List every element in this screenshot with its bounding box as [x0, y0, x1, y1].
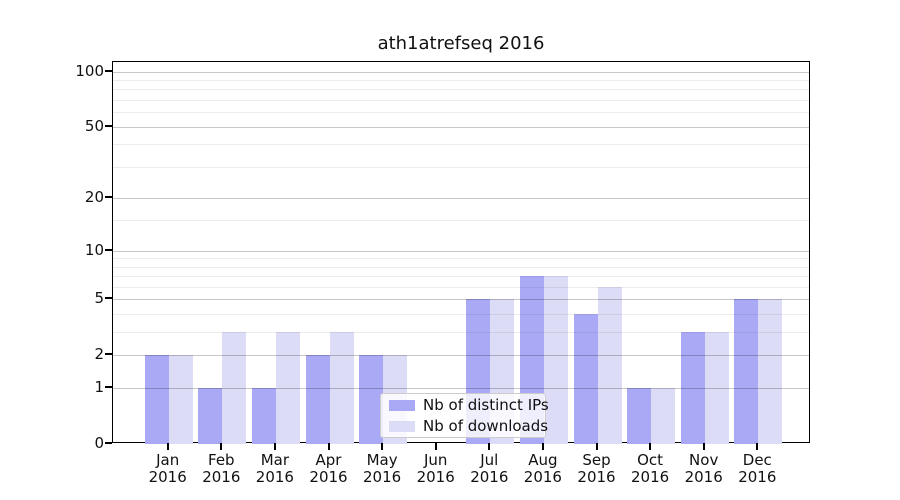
legend-swatch-distinct-ips	[389, 399, 415, 411]
y-tick-mark	[105, 386, 112, 389]
x-tick-label-mar: Mar 2016	[255, 451, 294, 486]
x-tick-mark	[702, 443, 705, 450]
bar-downloads-8	[543, 276, 568, 444]
legend-swatch-downloads	[389, 420, 415, 432]
grid-layer	[113, 62, 809, 442]
x-tick-mark	[327, 443, 330, 450]
legend-label-downloads: Nb of downloads	[423, 417, 549, 435]
x-tick-label-jan: Jan 2016	[148, 451, 187, 486]
plot-area: Nb of distinct IPs Nb of downloads	[112, 61, 810, 444]
x-tick-mark	[220, 443, 223, 450]
gridline-minor	[113, 276, 809, 278]
y-tick-mark	[105, 124, 112, 127]
bar-distinct-ips-2	[198, 388, 223, 444]
y-tick-mark	[105, 196, 112, 199]
bar-distinct-ips-3	[251, 388, 276, 444]
y-tick-label-10: 10	[84, 240, 104, 259]
gridline-major	[113, 355, 809, 357]
gridline-minor	[113, 80, 809, 81]
y-tick-label-0: 0	[94, 434, 104, 452]
legend-label-distinct-ips: Nb of distinct IPs	[423, 396, 549, 414]
x-tick-mark	[488, 443, 491, 450]
bar-distinct-ips-12	[734, 299, 759, 444]
bar-distinct-ips-1	[144, 355, 169, 444]
x-tick-mark	[756, 443, 759, 450]
gridline-major	[113, 71, 809, 73]
gridline-minor	[113, 89, 809, 91]
bar-distinct-ips-10	[627, 388, 652, 444]
x-tick-mark	[166, 443, 169, 450]
y-tick-mark	[105, 297, 112, 300]
gridline-minor	[113, 100, 809, 101]
gridline-minor	[113, 112, 809, 114]
x-tick-mark	[541, 443, 544, 450]
bar-distinct-ips-5	[359, 355, 384, 444]
gridline-major	[113, 126, 809, 128]
gridline-minor	[113, 144, 809, 146]
y-tick-label-5: 5	[94, 289, 104, 308]
x-tick-label-may: May 2016	[363, 451, 402, 486]
bar-distinct-ips-11	[680, 332, 705, 444]
gridline-minor	[113, 287, 809, 288]
chart-title: ath1atrefseq 2016	[377, 33, 545, 54]
y-tick-mark	[105, 353, 112, 356]
y-tick-label-50: 50	[84, 116, 104, 135]
bar-downloads-3	[275, 332, 300, 444]
x-tick-label-aug: Aug 2016	[523, 451, 562, 486]
gridline-major	[113, 299, 809, 301]
gridline-minor	[113, 258, 809, 260]
bar-distinct-ips-9	[573, 314, 598, 444]
x-tick-label-jun: Jun 2016	[416, 451, 455, 486]
y-tick-label-20: 20	[84, 188, 104, 207]
gridline-minor	[113, 332, 809, 334]
gridline-minor	[113, 166, 809, 168]
bar-downloads-11	[704, 332, 729, 444]
bar-downloads-10	[651, 388, 676, 444]
y-tick-mark	[105, 442, 112, 444]
legend-item-distinct-ips: Nb of distinct IPs	[389, 396, 549, 414]
gridline-minor	[113, 266, 809, 268]
x-tick-mark	[273, 443, 276, 450]
x-tick-mark	[649, 443, 652, 450]
bar-downloads-2	[222, 332, 247, 444]
x-tick-mark	[595, 443, 598, 450]
legend: Nb of distinct IPs Nb of downloads	[380, 393, 549, 438]
y-tick-label-2: 2	[94, 345, 104, 364]
gridline-major	[113, 388, 809, 390]
bar-distinct-ips-4	[305, 355, 330, 444]
y-tick-mark	[105, 248, 112, 251]
x-tick-label-nov: Nov 2016	[684, 451, 723, 486]
x-tick-mark	[381, 443, 384, 450]
y-tick-mark	[105, 69, 112, 72]
legend-item-downloads: Nb of downloads	[389, 417, 548, 435]
bars-layer	[113, 62, 809, 444]
x-tick-label-sep: Sep 2016	[577, 451, 616, 486]
bar-downloads-9	[597, 287, 622, 444]
gridline-minor	[113, 220, 809, 222]
x-tick-label-feb: Feb 2016	[202, 451, 241, 486]
bar-downloads-4	[329, 332, 354, 444]
x-tick-label-oct: Oct 2016	[631, 451, 670, 486]
gridline-major	[113, 250, 809, 252]
y-tick-label-100: 100	[75, 61, 104, 80]
bar-downloads-12	[758, 299, 783, 444]
gridline-minor	[113, 314, 809, 316]
x-tick-label-jul: Jul 2016	[470, 451, 509, 486]
y-tick-label-1: 1	[94, 378, 104, 397]
gridline-major	[113, 198, 809, 200]
x-tick-label-apr: Apr 2016	[309, 451, 348, 486]
x-tick-label-dec: Dec 2016	[738, 451, 777, 486]
x-tick-mark	[434, 443, 437, 450]
bar-downloads-1	[168, 355, 193, 444]
